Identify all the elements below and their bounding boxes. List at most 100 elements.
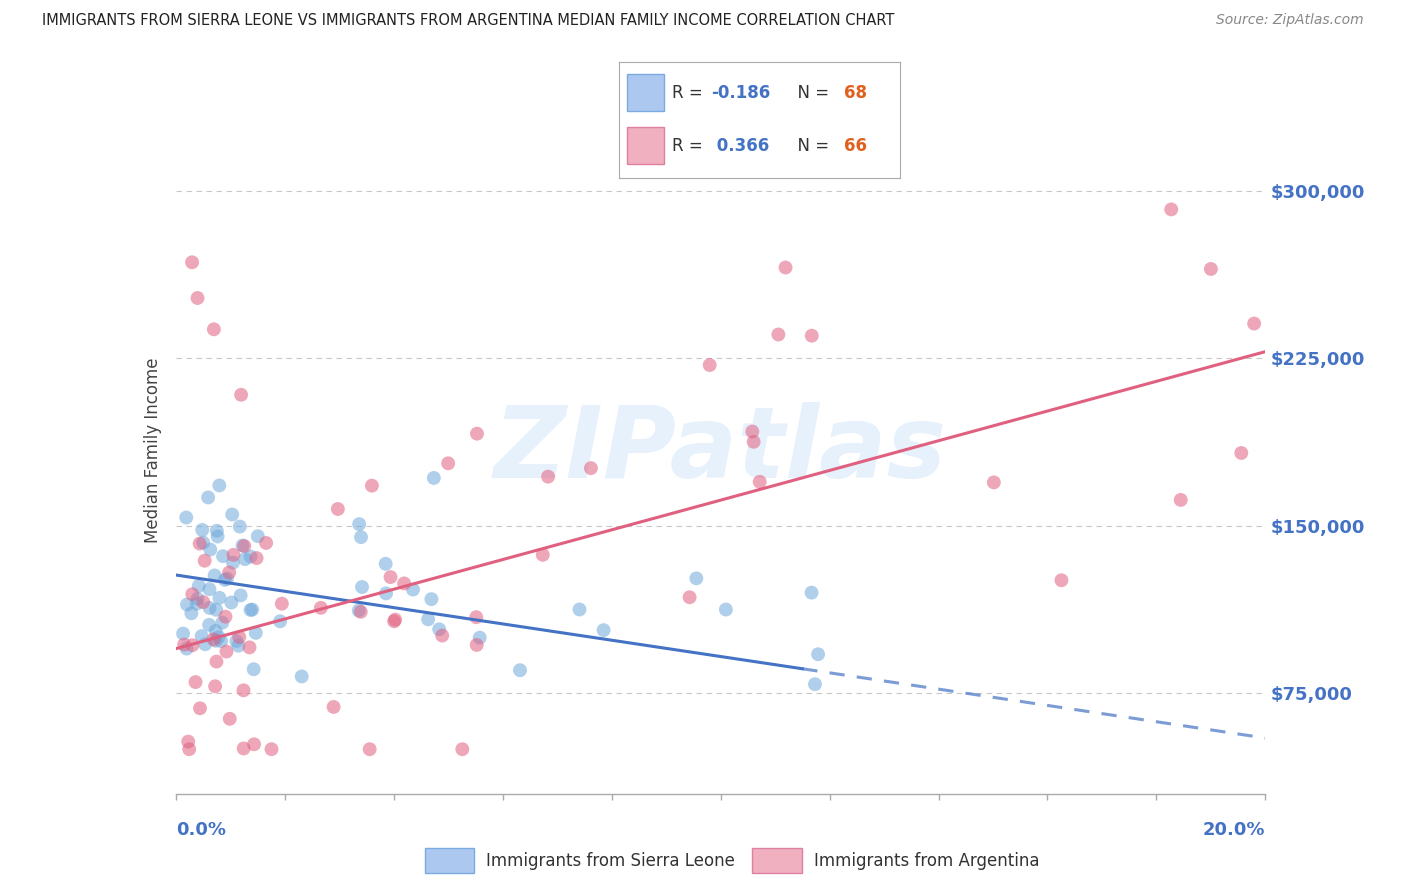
Point — [222, 556, 245, 570]
Point — [678, 591, 700, 605]
Point — [374, 557, 396, 571]
Point — [246, 529, 269, 543]
Point — [375, 586, 398, 600]
Point — [402, 582, 425, 597]
Point — [193, 535, 215, 549]
Point — [221, 508, 243, 522]
Point — [291, 669, 314, 683]
Point — [194, 637, 217, 651]
Point — [181, 587, 204, 601]
Point — [380, 570, 402, 584]
Point — [204, 624, 226, 638]
Point — [229, 588, 252, 602]
Point — [322, 700, 344, 714]
Point — [246, 551, 269, 566]
Point — [225, 634, 247, 648]
Point — [186, 597, 208, 611]
Y-axis label: Median Family Income: Median Family Income — [143, 358, 162, 543]
Point — [350, 530, 373, 544]
Text: Source: ZipAtlas.com: Source: ZipAtlas.com — [1216, 13, 1364, 28]
Point — [228, 630, 250, 644]
Point — [360, 478, 382, 492]
Point — [186, 591, 208, 606]
Point — [214, 609, 236, 624]
Point — [418, 612, 440, 626]
Text: -0.186: -0.186 — [711, 84, 770, 102]
Point — [1170, 492, 1192, 507]
Point — [231, 539, 253, 553]
Point — [347, 517, 370, 532]
Point — [347, 603, 370, 617]
Point — [350, 580, 373, 594]
Point — [714, 602, 737, 616]
Point — [173, 638, 195, 652]
Point — [239, 549, 262, 564]
Bar — [752, 848, 801, 873]
Bar — [627, 128, 664, 164]
Point — [198, 582, 221, 597]
Point — [208, 478, 231, 492]
Point — [221, 595, 243, 609]
Point — [465, 426, 488, 441]
Point — [392, 576, 415, 591]
Point — [177, 734, 200, 748]
Point — [191, 523, 214, 537]
Point — [309, 600, 332, 615]
Point — [204, 679, 226, 693]
Point — [179, 742, 201, 756]
Point — [188, 536, 211, 550]
Point — [1160, 202, 1182, 217]
Point — [427, 622, 450, 636]
Point — [254, 536, 277, 550]
Point — [232, 683, 254, 698]
Text: ZIPatlas: ZIPatlas — [494, 402, 948, 499]
Point — [437, 456, 460, 470]
Point — [233, 552, 256, 566]
Point — [537, 469, 560, 483]
Point — [232, 741, 254, 756]
Point — [384, 613, 406, 627]
Text: 66: 66 — [844, 137, 866, 155]
Point — [228, 639, 250, 653]
Point — [174, 510, 197, 524]
Point — [465, 610, 488, 624]
Point — [229, 519, 252, 533]
Point — [748, 475, 770, 489]
Point — [245, 625, 267, 640]
Point — [211, 615, 233, 630]
Point — [983, 475, 1005, 490]
Point — [181, 638, 204, 652]
Point — [240, 602, 263, 616]
Point — [193, 595, 215, 609]
Text: R =: R = — [672, 137, 709, 155]
Point — [326, 502, 349, 516]
Point — [359, 742, 381, 756]
Point — [205, 603, 228, 617]
Point — [768, 327, 790, 342]
Point — [741, 425, 763, 439]
Point — [451, 742, 474, 756]
Point — [1199, 262, 1222, 277]
Point — [531, 548, 554, 562]
Text: IMMIGRANTS FROM SIERRA LEONE VS IMMIGRANTS FROM ARGENTINA MEDIAN FAMILY INCOME C: IMMIGRANTS FROM SIERRA LEONE VS IMMIGRAN… — [42, 13, 894, 29]
Point — [176, 641, 198, 656]
Point — [197, 491, 219, 505]
Point — [207, 630, 229, 644]
Text: 0.366: 0.366 — [711, 137, 769, 155]
Point — [215, 644, 238, 658]
Point — [200, 542, 222, 557]
Point — [468, 631, 491, 645]
Point — [184, 675, 207, 690]
Text: 20.0%: 20.0% — [1204, 821, 1265, 838]
Point — [260, 742, 283, 756]
Point — [187, 579, 209, 593]
Point — [350, 605, 373, 619]
Point — [269, 614, 291, 628]
Point — [205, 524, 228, 538]
Point — [238, 640, 260, 655]
Text: N =: N = — [787, 84, 835, 102]
Point — [198, 618, 221, 632]
Point — [214, 573, 236, 587]
Point — [204, 633, 226, 648]
Point — [423, 471, 446, 485]
